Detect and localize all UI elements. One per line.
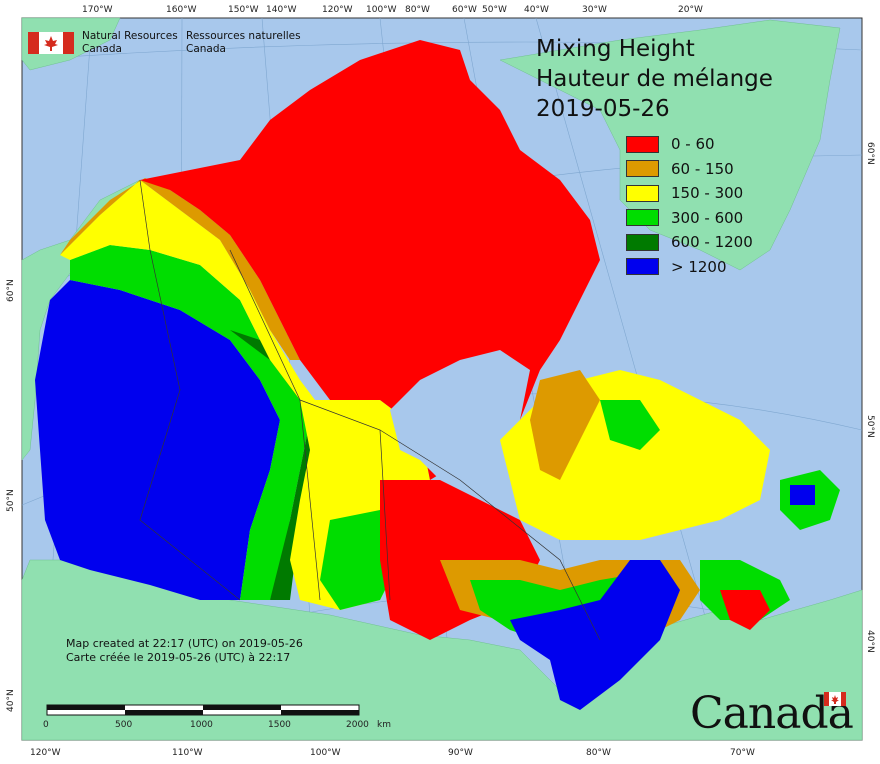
top-tick-label: 160°W [166,5,197,15]
legend-swatch [626,258,659,276]
bottom-tick-label: 110°W [172,748,203,758]
creation-note: Map created at 22:17 (UTC) on 2019-05-26… [66,637,303,665]
scale-unit: km [377,720,391,730]
bottom-tick-label: 80°W [586,748,611,758]
legend-item: > 1200 [626,255,753,280]
top-tick-label: 50°W [482,5,507,15]
top-tick-label: 170°W [82,5,113,15]
agency-country-fr: Canada [186,43,226,55]
left-tick-label: 40°N [6,689,16,712]
legend-label: 60 - 150 [671,159,734,178]
scale-label: 0 [43,720,49,730]
legend-swatch [626,135,659,153]
created-fr: Carte créée le 2019-05-26 (UTC) à 22:17 [66,651,291,664]
bottom-tick-label: 90°W [448,748,473,758]
scale-label: 500 [115,720,132,730]
other-land [21,17,863,741]
top-tick-label: 30°W [582,5,607,15]
created-en: Map created at 22:17 (UTC) on 2019-05-26 [66,637,303,650]
mixing-height-regions [35,40,840,710]
legend-swatch [626,209,659,227]
legend-label: 0 - 60 [671,135,715,154]
top-axis: 170°W 160°W 150°W 140°W 120°W 100°W 80°W… [82,5,703,15]
legend-label: 600 - 1200 [671,233,753,252]
right-tick-label: 60°N [865,142,875,165]
left-tick-label: 50°N [6,489,16,512]
scale-label: 2000 [346,720,369,730]
agency-name-fr: Ressources naturelles [186,30,301,42]
legend-item: 600 - 1200 [626,230,753,255]
map-title: Mixing Height Hauteur de mélange 2019-05… [536,34,773,124]
canada-wordmark: Canada [690,688,854,739]
bottom-tick-label: 100°W [310,748,341,758]
top-tick-label: 80°W [405,5,430,15]
legend-item: 150 - 300 [626,181,753,206]
scale-bar: 0 500 1000 1500 2000 km [43,704,391,730]
canada-flag-icon [28,32,74,54]
top-tick-label: 100°W [366,5,397,15]
scale-label: 1500 [268,720,291,730]
province-borders [139,179,601,641]
top-tick-label: 40°W [524,5,549,15]
top-tick-label: 60°W [452,5,477,15]
title-fr: Hauteur de mélange [536,66,773,92]
legend-item: 60 - 150 [626,157,753,182]
bottom-tick-label: 120°W [30,748,61,758]
legend-swatch [626,233,659,251]
title-date: 2019-05-26 [536,96,670,122]
top-tick-label: 20°W [678,5,703,15]
right-tick-label: 40°N [865,630,875,653]
bottom-tick-label: 70°W [730,748,755,758]
top-tick-label: 120°W [322,5,353,15]
agency-name-en: Natural Resources [82,30,178,42]
legend-label: > 1200 [671,257,727,276]
wordmark-flag-icon [824,692,846,706]
legend-label: 300 - 600 [671,208,744,227]
top-tick-label: 150°W [228,5,259,15]
right-axis: 60°N 50°N 40°N [865,142,875,653]
left-axis: 60°N 50°N 40°N [6,279,16,712]
legend-label: 150 - 300 [671,184,744,203]
left-tick-label: 60°N [6,279,16,302]
right-tick-label: 50°N [865,415,875,438]
legend-swatch [626,160,659,178]
legend-swatch [626,184,659,202]
title-en: Mixing Height [536,36,695,62]
agency-country-en: Canada [82,43,122,55]
bottom-axis: 120°W 110°W 100°W 90°W 80°W 70°W [30,748,755,758]
legend-item: 300 - 600 [626,206,753,231]
top-tick-label: 140°W [266,5,297,15]
legend: 0 - 60 60 - 150 150 - 300 300 - 600 600 … [626,132,753,279]
legend-item: 0 - 60 [626,132,753,157]
scale-label: 1000 [190,720,213,730]
